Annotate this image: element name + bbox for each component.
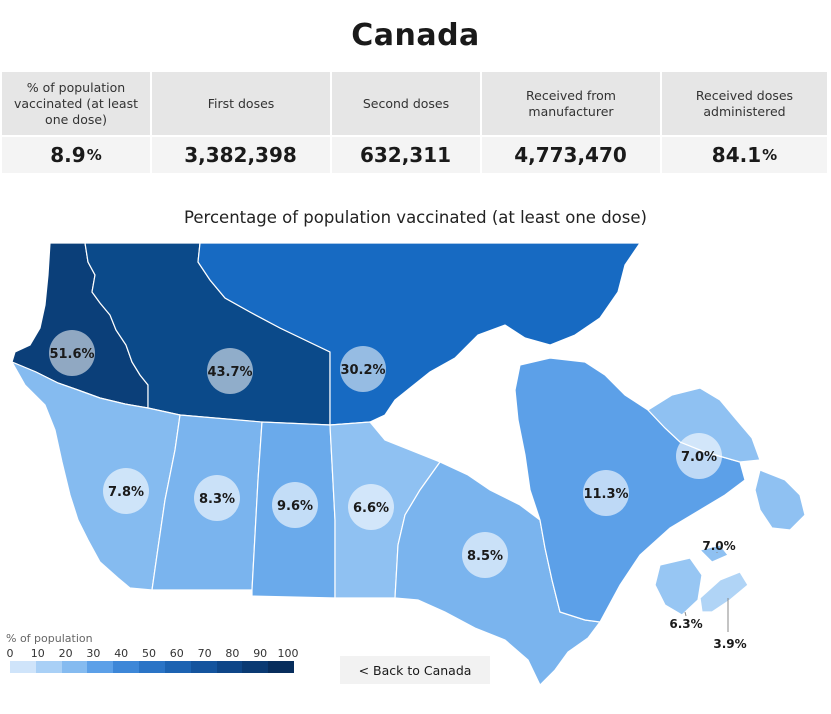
region-nunavut[interactable] bbox=[197, 242, 642, 426]
legend-swatch bbox=[61, 661, 88, 673]
stat-value: 632,311 bbox=[359, 143, 452, 167]
region-new-brunswick[interactable] bbox=[654, 557, 703, 616]
region-value-label: 43.7% bbox=[207, 365, 252, 380]
page-title: Canada bbox=[351, 18, 480, 53]
region-nova-scotia[interactable] bbox=[699, 571, 749, 613]
map-legend: % of population 0 10 20 30 40 50 60 70 80 90 100 bbox=[6, 632, 299, 673]
stat-label: Received from manufacturer bbox=[482, 72, 660, 135]
region-value-label: 6.3% bbox=[669, 617, 702, 631]
bubble-nunavut: 30.2% bbox=[340, 346, 386, 392]
leader-line bbox=[684, 611, 687, 617]
region-value-label: 11.3% bbox=[583, 487, 628, 502]
region-value-label: 7.0% bbox=[702, 539, 735, 553]
region-value-label: 9.6% bbox=[277, 499, 313, 514]
stat-percent-vaccinated: % of population vaccinated (at least one… bbox=[2, 72, 150, 173]
stat-label: % of population vaccinated (at least one… bbox=[2, 72, 150, 135]
legend-color-scale bbox=[10, 661, 294, 673]
legend-swatch bbox=[113, 661, 140, 673]
legend-tick-label: 80 bbox=[225, 647, 240, 660]
legend-swatch bbox=[190, 661, 217, 673]
legend-tick-label: 50 bbox=[142, 647, 156, 660]
bubble-british-columbia: 7.8% bbox=[103, 468, 149, 514]
legend-tick-label: 30 bbox=[86, 647, 101, 660]
region-value-label: 3.9% bbox=[713, 637, 746, 651]
legend-swatch bbox=[10, 661, 36, 673]
region-value-label: 8.3% bbox=[199, 492, 235, 507]
region-prince-edward-island[interactable] bbox=[698, 544, 729, 563]
back-to-canada-button[interactable]: < Back to Canada bbox=[340, 656, 490, 684]
stat-first-doses: First doses 3,382,398 bbox=[152, 72, 330, 173]
bubble-alberta: 8.3% bbox=[194, 475, 240, 521]
legend-swatch bbox=[164, 661, 191, 673]
legend-swatch bbox=[268, 661, 294, 673]
legend-tick-label: 10 bbox=[30, 647, 45, 660]
stat-value: 84.1 bbox=[711, 143, 762, 167]
stat-second-doses: Second doses 632,311 bbox=[332, 72, 480, 173]
stat-unit: % bbox=[762, 146, 778, 164]
legend-tick-label: 20 bbox=[58, 647, 73, 660]
legend-ticks: 0 10 20 30 40 50 60 70 80 90 100 bbox=[6, 647, 299, 661]
legend-tick-label: 70 bbox=[197, 647, 212, 660]
legend-swatch bbox=[242, 661, 269, 673]
stat-label: Received doses administered bbox=[662, 72, 827, 135]
region-value-label: 8.5% bbox=[467, 549, 503, 564]
stat-value-wrap: 8.9% bbox=[2, 137, 150, 173]
legend-swatch bbox=[87, 661, 114, 673]
stat-value: 4,773,470 bbox=[514, 143, 627, 167]
legend-tick-label: 90 bbox=[253, 647, 268, 660]
region-value-label: 7.8% bbox=[108, 485, 144, 500]
region-value-label: 7.0% bbox=[681, 450, 717, 465]
stat-received-from-manufacturer: Received from manufacturer 4,773,470 bbox=[482, 72, 660, 173]
region-quebec[interactable] bbox=[514, 357, 746, 623]
region-value-label: 30.2% bbox=[340, 363, 385, 378]
legend-title: % of population bbox=[6, 632, 93, 645]
stats-table: % of population vaccinated (at least one… bbox=[2, 72, 827, 173]
stat-value-wrap: 632,311 bbox=[332, 137, 480, 173]
stat-unit: % bbox=[86, 146, 102, 164]
stat-value: 3,382,398 bbox=[184, 143, 297, 167]
stat-value: 8.9 bbox=[50, 143, 86, 167]
region-newfoundland-labrador[interactable] bbox=[647, 387, 806, 531]
legend-swatch bbox=[35, 661, 62, 673]
bubble-ontario: 8.5% bbox=[462, 532, 508, 578]
legend-swatch bbox=[139, 661, 165, 673]
stat-value-wrap: 3,382,398 bbox=[152, 137, 330, 173]
bubble-yukon: 51.6% bbox=[49, 330, 95, 376]
legend-swatch bbox=[216, 661, 243, 673]
bubble-northwest-territories: 43.7% bbox=[207, 348, 253, 394]
legend-tick-label: 40 bbox=[114, 647, 129, 660]
stat-value-wrap: 84.1% bbox=[662, 137, 827, 173]
legend-tick-label: 0 bbox=[6, 647, 14, 660]
stat-value-wrap: 4,773,470 bbox=[482, 137, 660, 173]
stat-label: First doses bbox=[152, 72, 330, 135]
bubble-saskatchewan: 9.6% bbox=[272, 482, 318, 528]
map-title: Percentage of population vaccinated (at … bbox=[184, 208, 647, 227]
bubble-quebec: 11.3% bbox=[583, 470, 629, 516]
stat-label: Second doses bbox=[332, 72, 480, 135]
legend-tick-label: 60 bbox=[169, 647, 184, 660]
region-value-label: 51.6% bbox=[49, 347, 94, 362]
legend-tick-label: 100 bbox=[277, 647, 299, 660]
stat-doses-administered: Received doses administered 84.1% bbox=[662, 72, 827, 173]
bubble-newfoundland-labrador: 7.0% bbox=[676, 433, 722, 479]
region-value-label: 6.6% bbox=[353, 501, 389, 516]
canada-map: 51.6% 43.7% 30.2% 7.8% 8.3% 9.6% 6.6% 8.… bbox=[10, 242, 806, 687]
bubble-manitoba: 6.6% bbox=[348, 484, 394, 530]
